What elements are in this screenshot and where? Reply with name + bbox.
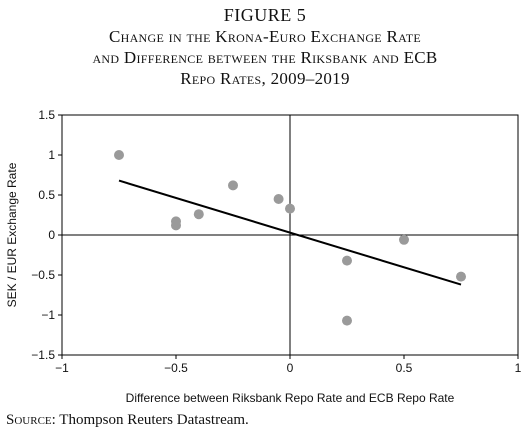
data-point bbox=[114, 150, 124, 160]
x-tick-label: 0 bbox=[287, 361, 294, 375]
source-label: Source: bbox=[6, 412, 56, 428]
figure-label: FIGURE 5 bbox=[223, 5, 307, 25]
x-tick-label: 0.5 bbox=[396, 361, 413, 375]
y-tick-label: −1 bbox=[41, 308, 55, 322]
y-tick-label: 1.5 bbox=[38, 108, 55, 122]
x-axis-label: Difference between Riksbank Repo Rate an… bbox=[126, 391, 455, 405]
figure-title-line-3: Repo Rates, 2009–2019 bbox=[180, 69, 350, 88]
x-tick-label: −0.5 bbox=[164, 361, 188, 375]
y-tick-label: 0 bbox=[48, 228, 55, 242]
figure-header: FIGURE 5 Change in the Krona-Euro Exchan… bbox=[0, 4, 530, 89]
y-axis-label: SEK / EUR Exchange Rate bbox=[5, 162, 19, 307]
figure-title-line-2: and Difference between the Riksbank and … bbox=[92, 48, 438, 67]
data-point bbox=[273, 194, 284, 204]
data-point bbox=[342, 315, 352, 326]
x-tick-label: −1 bbox=[55, 361, 69, 375]
trend-line bbox=[118, 179, 462, 286]
y-tick-label: 1 bbox=[48, 148, 55, 162]
figure-title-line-1: Change in the Krona-Euro Exchange Rate bbox=[108, 27, 421, 46]
source-note: Source: Thompson Reuters Datastream. bbox=[6, 412, 249, 429]
y-tick-label: 0.5 bbox=[38, 188, 55, 202]
data-point bbox=[285, 203, 295, 214]
data-point bbox=[342, 255, 352, 266]
data-point bbox=[228, 180, 238, 191]
x-tick-label: 1 bbox=[515, 361, 522, 375]
data-point bbox=[193, 209, 204, 220]
source-text: Thompson Reuters Datastream. bbox=[55, 412, 249, 428]
data-point bbox=[456, 271, 466, 282]
data-point bbox=[399, 234, 409, 245]
data-point bbox=[171, 220, 181, 231]
y-tick-label: −0.5 bbox=[31, 268, 55, 282]
y-tick-label: −1.5 bbox=[31, 348, 55, 362]
